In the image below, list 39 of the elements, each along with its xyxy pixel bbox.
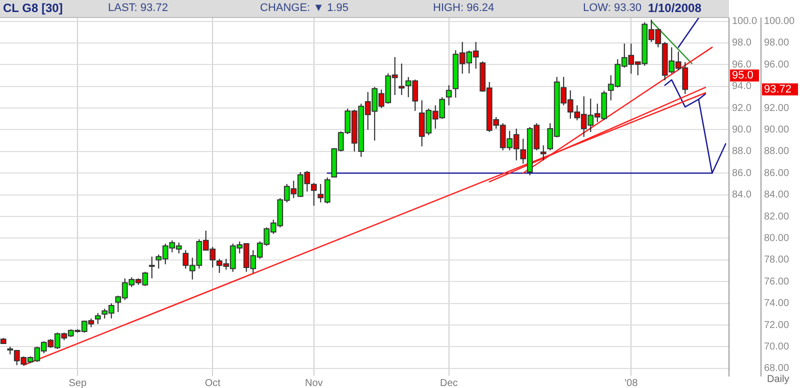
x-tick-label: Sep <box>68 378 87 388</box>
y-tick-label: 90.00 <box>764 124 790 136</box>
y2-tick-label: 92.0 <box>732 102 752 114</box>
y2-tick-label: 96.0 <box>732 59 752 70</box>
y-tick-label: 84.00 <box>764 190 790 201</box>
text: LAST: 93.72 <box>108 2 168 14</box>
y-tick-label: 72.00 <box>764 320 790 331</box>
x-tick-label: Oct <box>204 378 221 388</box>
y-tick-label: 100.00 <box>764 16 796 28</box>
y-tick-label: 86.00 <box>764 168 790 179</box>
y-tick-label: 98.00 <box>764 38 790 49</box>
annotation: 95.0 <box>732 70 754 82</box>
y2-tick-label: 90.0 <box>732 124 752 136</box>
y2-tick-label: 84.0 <box>732 190 752 201</box>
text: LOW: 93.30 <box>583 2 642 14</box>
y2-tick-label: 100.0 <box>732 16 758 28</box>
x-tick-label: Dec <box>440 378 458 388</box>
y2-tick-label: 98.0 <box>732 38 752 49</box>
y-tick-label: 80.00 <box>764 232 790 244</box>
chart-title: CL G8 [30] <box>3 1 63 15</box>
y-tick-label: 96.00 <box>764 59 790 70</box>
text: Daily <box>767 374 790 385</box>
text: HIGH: 96.24 <box>433 2 494 14</box>
y-tick-label: 76.00 <box>764 276 790 288</box>
y-tick-label: 68.00 <box>764 363 790 374</box>
y-tick-label: 74.00 <box>764 298 790 310</box>
y-tick-label: 92.00 <box>764 102 790 114</box>
text: CHANGE: ▼ 1.95 <box>260 2 349 14</box>
y2-tick-label: 88.0 <box>732 146 752 158</box>
y2-tick-label: 86.0 <box>732 168 752 179</box>
x-tick-label: '08 <box>624 378 638 388</box>
y2-tick-label: 94.0 <box>732 81 752 92</box>
text: 93.72 <box>764 83 792 96</box>
y-tick-label: 70.00 <box>764 341 790 352</box>
text: 1/10/2008 <box>648 1 702 15</box>
y-tick-label: 88.00 <box>764 146 790 158</box>
y-tick-label: 82.00 <box>764 211 790 222</box>
y-tick-label: 78.00 <box>764 254 790 266</box>
x-tick-label: Nov <box>304 378 323 388</box>
